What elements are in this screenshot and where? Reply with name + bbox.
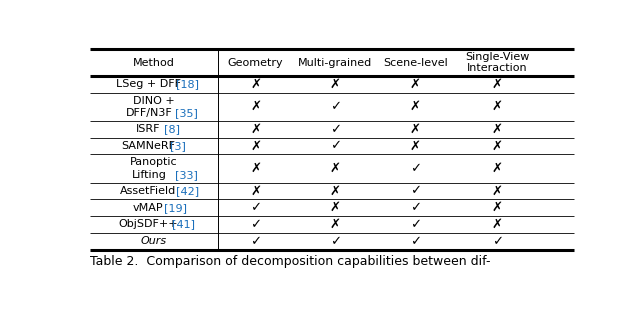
Text: ✗: ✗ — [330, 201, 341, 214]
Text: ✗: ✗ — [250, 162, 261, 175]
Text: [19]: [19] — [164, 203, 188, 213]
Text: Geometry: Geometry — [228, 58, 284, 68]
Text: ✗: ✗ — [330, 185, 341, 198]
Text: [41]: [41] — [172, 219, 195, 229]
Text: ✗: ✗ — [492, 100, 503, 113]
Text: [33]: [33] — [175, 170, 198, 180]
Text: Lifting: Lifting — [132, 170, 166, 180]
Text: ✗: ✗ — [330, 78, 341, 91]
Text: ISRF: ISRF — [136, 124, 160, 134]
Text: [3]: [3] — [170, 141, 186, 151]
Text: ✗: ✗ — [410, 100, 420, 113]
Text: ✗: ✗ — [492, 78, 503, 91]
Text: DINO +: DINO + — [133, 96, 175, 106]
Text: ✓: ✓ — [492, 235, 503, 248]
Text: ✗: ✗ — [330, 162, 341, 175]
Text: Method: Method — [133, 58, 175, 68]
Text: ✓: ✓ — [330, 140, 341, 152]
Text: AssetField: AssetField — [120, 186, 176, 196]
Text: ✗: ✗ — [250, 185, 261, 198]
Text: Multi-grained: Multi-grained — [298, 58, 372, 68]
Text: ✓: ✓ — [410, 201, 420, 214]
Text: ✗: ✗ — [492, 162, 503, 175]
Text: Single-View
Interaction: Single-View Interaction — [465, 52, 529, 73]
Text: ✗: ✗ — [410, 78, 420, 91]
Text: ✓: ✓ — [410, 218, 420, 231]
Text: ✓: ✓ — [410, 162, 420, 175]
Text: SAMNeRF: SAMNeRF — [121, 141, 175, 151]
Text: ✗: ✗ — [330, 218, 341, 231]
Text: ✗: ✗ — [492, 201, 503, 214]
Text: ✗: ✗ — [492, 218, 503, 231]
Text: LSeg + DFF: LSeg + DFF — [116, 79, 180, 89]
Text: ✓: ✓ — [330, 100, 341, 113]
Text: [35]: [35] — [175, 108, 198, 118]
Text: [8]: [8] — [164, 124, 180, 134]
Text: ✓: ✓ — [330, 123, 341, 136]
Text: ✓: ✓ — [250, 235, 261, 248]
Text: DFF/N3F: DFF/N3F — [125, 108, 172, 118]
Text: ✓: ✓ — [410, 185, 420, 198]
Text: ObjSDF++: ObjSDF++ — [118, 219, 178, 229]
Text: ✓: ✓ — [250, 218, 261, 231]
Text: [42]: [42] — [176, 186, 200, 196]
Text: vMAP: vMAP — [132, 203, 163, 213]
Text: ✓: ✓ — [250, 201, 261, 214]
Text: ✗: ✗ — [492, 123, 503, 136]
Text: ✗: ✗ — [492, 185, 503, 198]
Text: ✗: ✗ — [250, 78, 261, 91]
Text: ✗: ✗ — [410, 123, 420, 136]
Text: ✗: ✗ — [250, 140, 261, 152]
Text: ✓: ✓ — [410, 235, 420, 248]
Text: ✓: ✓ — [330, 235, 341, 248]
Text: Panoptic: Panoptic — [130, 157, 178, 167]
Text: ✗: ✗ — [250, 123, 261, 136]
Text: ✗: ✗ — [250, 100, 261, 113]
Text: Table 2.  Comparison of decomposition capabilities between dif-: Table 2. Comparison of decomposition cap… — [90, 255, 490, 268]
Text: [18]: [18] — [176, 79, 199, 89]
Text: ✗: ✗ — [492, 140, 503, 152]
Text: Ours: Ours — [141, 236, 167, 246]
Text: Scene-level: Scene-level — [383, 58, 447, 68]
Text: ✗: ✗ — [410, 140, 420, 152]
